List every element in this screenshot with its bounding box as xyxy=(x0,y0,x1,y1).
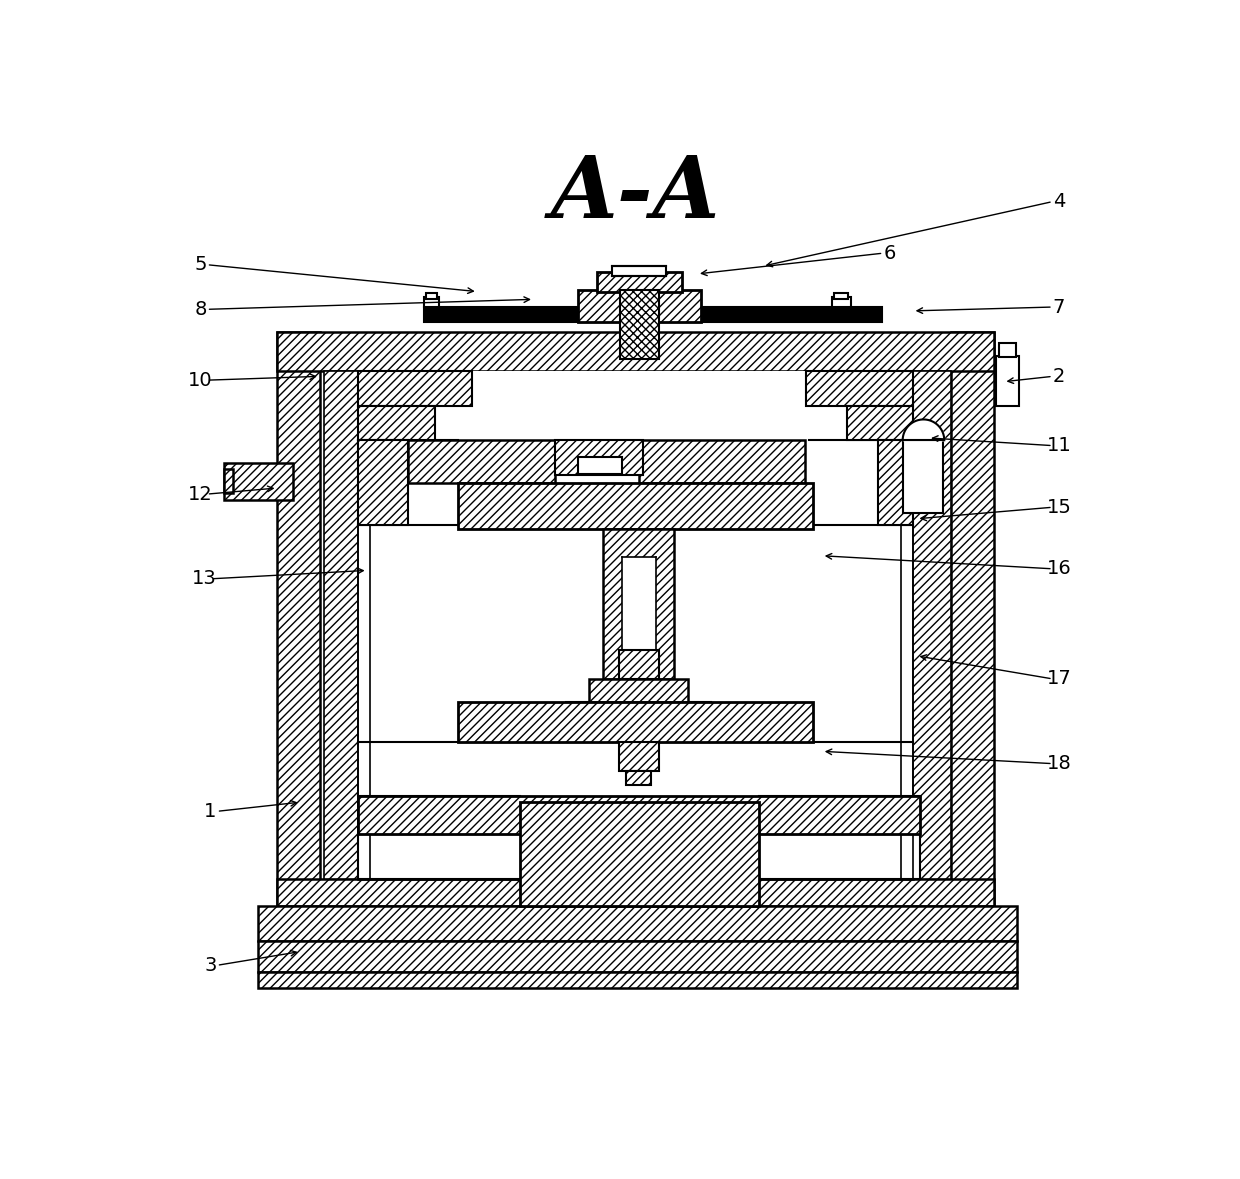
Bar xyxy=(878,440,913,525)
Bar xyxy=(832,297,851,307)
Bar xyxy=(999,343,1016,357)
Text: 17: 17 xyxy=(1047,670,1071,689)
Text: 18: 18 xyxy=(1047,755,1071,773)
Bar xyxy=(358,371,913,525)
Text: A-A: A-A xyxy=(551,152,720,236)
Bar xyxy=(613,266,666,276)
Text: 2: 2 xyxy=(1053,367,1065,386)
Bar xyxy=(578,290,701,322)
Bar xyxy=(596,272,682,291)
Text: 6: 6 xyxy=(883,244,895,263)
Bar xyxy=(358,835,920,880)
Bar xyxy=(806,371,913,406)
Bar xyxy=(459,702,812,742)
Bar xyxy=(358,406,435,440)
Text: 10: 10 xyxy=(188,370,213,390)
Bar xyxy=(424,297,439,307)
Bar xyxy=(427,294,436,298)
Bar xyxy=(223,469,233,493)
Bar xyxy=(408,440,554,482)
Bar xyxy=(847,406,913,440)
Text: 13: 13 xyxy=(192,569,217,588)
Text: 16: 16 xyxy=(1047,559,1071,579)
Bar xyxy=(258,941,1017,971)
Bar xyxy=(324,371,358,880)
Bar xyxy=(620,290,658,360)
Bar xyxy=(258,971,1017,988)
Bar xyxy=(603,529,675,679)
Text: 15: 15 xyxy=(1047,498,1071,516)
Bar xyxy=(459,482,812,529)
Text: 7: 7 xyxy=(1053,297,1065,316)
Bar xyxy=(258,907,1017,941)
Bar xyxy=(640,440,805,482)
Bar xyxy=(619,742,658,771)
Bar xyxy=(626,771,651,785)
Bar xyxy=(913,371,951,880)
Bar xyxy=(520,802,759,907)
Text: 5: 5 xyxy=(195,255,207,275)
Bar xyxy=(358,371,472,406)
Text: 8: 8 xyxy=(195,299,207,318)
Text: 4: 4 xyxy=(1053,192,1065,211)
Text: 12: 12 xyxy=(188,485,213,503)
Text: 1: 1 xyxy=(205,802,217,821)
Text: 3: 3 xyxy=(205,956,217,975)
Bar xyxy=(578,457,622,474)
Bar xyxy=(278,880,993,907)
Bar xyxy=(951,332,993,907)
Bar xyxy=(223,463,293,500)
Bar xyxy=(904,440,944,513)
Bar xyxy=(996,356,1019,406)
Bar xyxy=(278,332,320,907)
Bar xyxy=(621,558,656,650)
Bar xyxy=(278,332,993,371)
Text: 11: 11 xyxy=(1047,436,1071,455)
Bar xyxy=(835,294,848,298)
Bar xyxy=(358,440,408,525)
Bar xyxy=(424,307,882,322)
Bar xyxy=(619,650,658,679)
Bar xyxy=(358,796,920,835)
Bar xyxy=(554,440,644,475)
Bar xyxy=(589,679,688,702)
